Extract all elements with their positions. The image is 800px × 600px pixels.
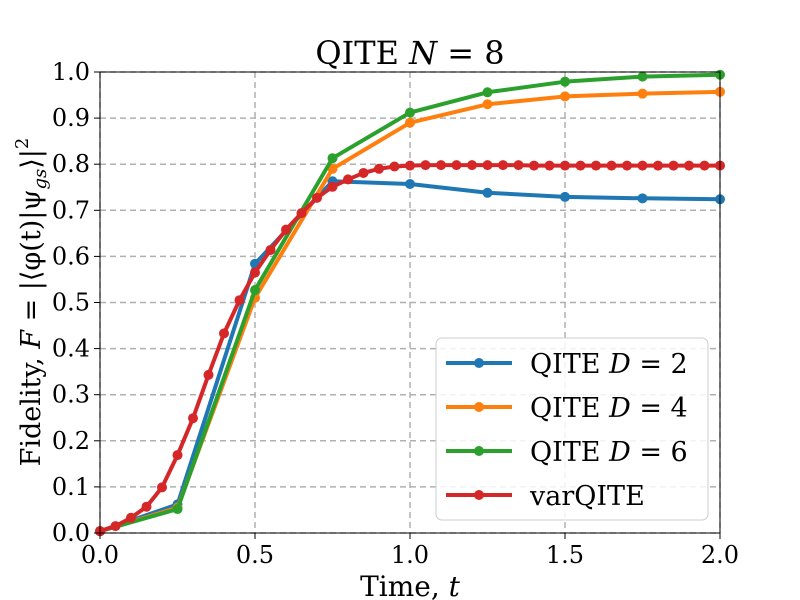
data-point (172, 450, 183, 461)
x-axis-label: Time, t (360, 570, 461, 600)
data-point (405, 160, 415, 171)
y-tick-label: 0.1 (52, 473, 90, 501)
x-tick-label: 0.5 (236, 541, 274, 569)
data-point (684, 160, 694, 171)
y-tick-label: 0.2 (52, 427, 90, 455)
legend-marker (474, 490, 484, 500)
y-tick-label: 0.4 (52, 335, 90, 363)
data-point (653, 160, 663, 171)
y-tick-label: 0.6 (52, 242, 90, 270)
series-layer (95, 69, 725, 537)
legend-marker (474, 446, 484, 456)
data-point (699, 160, 710, 171)
y-tick-label: 0.8 (52, 150, 90, 178)
data-point (436, 160, 446, 171)
data-point (141, 501, 152, 512)
legend-label: QITE D = 4 (530, 393, 688, 424)
y-tick-label: 0.7 (52, 196, 90, 224)
data-point (467, 160, 477, 171)
y-tick-label: 1.0 (52, 58, 90, 86)
data-point (637, 88, 648, 99)
x-tick-label: 1.5 (546, 541, 584, 569)
data-point (296, 208, 307, 219)
data-point (482, 87, 493, 98)
data-point (498, 160, 508, 171)
legend-entry-3: varQITE (446, 481, 645, 512)
data-point (575, 160, 586, 171)
data-point (265, 244, 276, 255)
data-point (560, 160, 570, 171)
data-point (591, 160, 601, 171)
data-point (405, 107, 415, 118)
legend-label: varQITE (529, 481, 645, 512)
chart-title: QITE N = 8 (315, 34, 504, 72)
data-point (482, 160, 493, 171)
data-point (172, 504, 183, 515)
x-tick-label: 0.0 (81, 541, 119, 569)
data-point (482, 187, 493, 198)
data-point (622, 160, 632, 171)
data-point (374, 163, 384, 174)
legend-entry-1: QITE D = 4 (446, 393, 688, 424)
data-point (110, 521, 121, 532)
legend-box (435, 337, 709, 521)
legend-marker (474, 358, 484, 368)
data-point (327, 181, 338, 192)
y-tick-label: 0.5 (52, 289, 90, 317)
legend-label: QITE D = 6 (530, 437, 688, 468)
data-point (637, 160, 648, 171)
y-axis-label: Fidelity, F = |⟨φ(t)|ψgs⟩|2 (12, 138, 51, 467)
series-3 (95, 160, 725, 537)
legend-label: QITE D = 2 (530, 349, 688, 380)
data-point (250, 267, 260, 278)
data-point (281, 224, 291, 235)
axis-ticks: 0.0 0.5 1.0 1.5 2.0 0.0 0.1 0.2 0.3 0.4 0.5 0.6 0.7 0… (52, 58, 739, 569)
data-point (234, 295, 245, 306)
data-point (451, 160, 462, 171)
data-point (219, 328, 229, 339)
legend-entry-0: QITE D = 2 (446, 349, 688, 380)
legend: QITE D = 2 QITE D = 4 QITE D = 6 varQITE (435, 337, 709, 521)
data-point (250, 285, 260, 296)
data-point (637, 71, 648, 82)
data-point (560, 91, 570, 102)
data-point (529, 160, 539, 171)
y-tick-label: 0.3 (52, 381, 90, 409)
legend-marker (474, 402, 484, 412)
data-point (358, 167, 369, 178)
y-tick-label: 0.9 (52, 104, 90, 132)
x-tick-label: 2.0 (701, 541, 739, 569)
data-point (343, 174, 353, 185)
data-point (312, 192, 322, 203)
data-point (405, 179, 415, 190)
data-point (482, 99, 493, 110)
data-point (606, 160, 617, 171)
data-point (668, 160, 679, 171)
data-point (389, 161, 400, 172)
data-point (203, 369, 214, 380)
x-tick-label: 1.0 (391, 541, 429, 569)
data-point (188, 413, 198, 424)
data-point (126, 512, 136, 523)
data-point (420, 160, 431, 171)
data-point (513, 160, 524, 171)
data-point (544, 160, 555, 171)
data-point (560, 76, 570, 87)
y-tick-label: 0.0 (52, 519, 90, 547)
data-point (405, 117, 415, 128)
data-point (637, 193, 648, 204)
data-point (157, 482, 167, 493)
legend-entry-2: QITE D = 6 (446, 437, 688, 468)
data-point (327, 153, 338, 164)
data-point (560, 191, 570, 202)
